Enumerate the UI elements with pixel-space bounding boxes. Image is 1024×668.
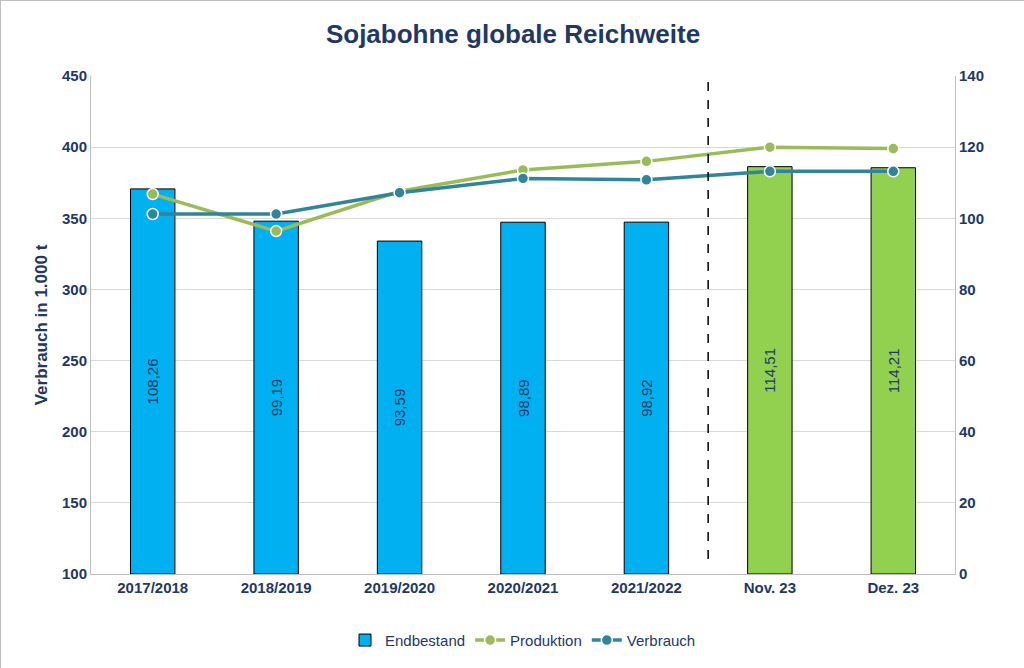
svg-text:Sojabohne globale Reichweite: Sojabohne globale Reichweite xyxy=(326,19,700,49)
svg-text:114,51: 114,51 xyxy=(761,348,778,393)
svg-text:350: 350 xyxy=(62,210,87,227)
svg-text:Produktion: Produktion xyxy=(510,632,582,649)
svg-text:140: 140 xyxy=(959,67,984,84)
svg-text:20: 20 xyxy=(959,494,976,511)
svg-text:99,19: 99,19 xyxy=(268,379,285,417)
svg-text:2018/2019: 2018/2019 xyxy=(241,579,312,596)
svg-text:Nov. 23: Nov. 23 xyxy=(744,579,796,596)
svg-text:100: 100 xyxy=(62,565,87,582)
svg-text:93,59: 93,59 xyxy=(391,389,408,427)
svg-text:450: 450 xyxy=(62,67,87,84)
svg-text:Verbrauch: Verbrauch xyxy=(627,632,695,649)
svg-text:Verbrauch in 1.000 t: Verbrauch in 1.000 t xyxy=(32,244,51,405)
svg-text:98,89: 98,89 xyxy=(515,379,532,417)
svg-text:200: 200 xyxy=(62,423,87,440)
svg-text:2019/2020: 2019/2020 xyxy=(364,579,435,596)
svg-text:108,26: 108,26 xyxy=(144,359,161,405)
svg-text:400: 400 xyxy=(62,138,87,155)
svg-text:0: 0 xyxy=(959,565,967,582)
svg-text:250: 250 xyxy=(62,352,87,369)
svg-text:114,21: 114,21 xyxy=(885,348,902,393)
svg-text:100: 100 xyxy=(959,210,984,227)
svg-text:Dez. 23: Dez. 23 xyxy=(867,579,919,596)
svg-text:60: 60 xyxy=(959,352,976,369)
svg-text:2020/2021: 2020/2021 xyxy=(488,579,559,596)
svg-text:300: 300 xyxy=(62,281,87,298)
svg-text:98,92: 98,92 xyxy=(638,379,655,417)
svg-text:2021/2022: 2021/2022 xyxy=(611,579,682,596)
svg-text:Endbestand: Endbestand xyxy=(385,632,465,649)
svg-text:80: 80 xyxy=(959,281,976,298)
svg-text:40: 40 xyxy=(959,423,976,440)
svg-text:150: 150 xyxy=(62,494,87,511)
svg-text:2017/2018: 2017/2018 xyxy=(117,579,188,596)
svg-text:120: 120 xyxy=(959,138,984,155)
